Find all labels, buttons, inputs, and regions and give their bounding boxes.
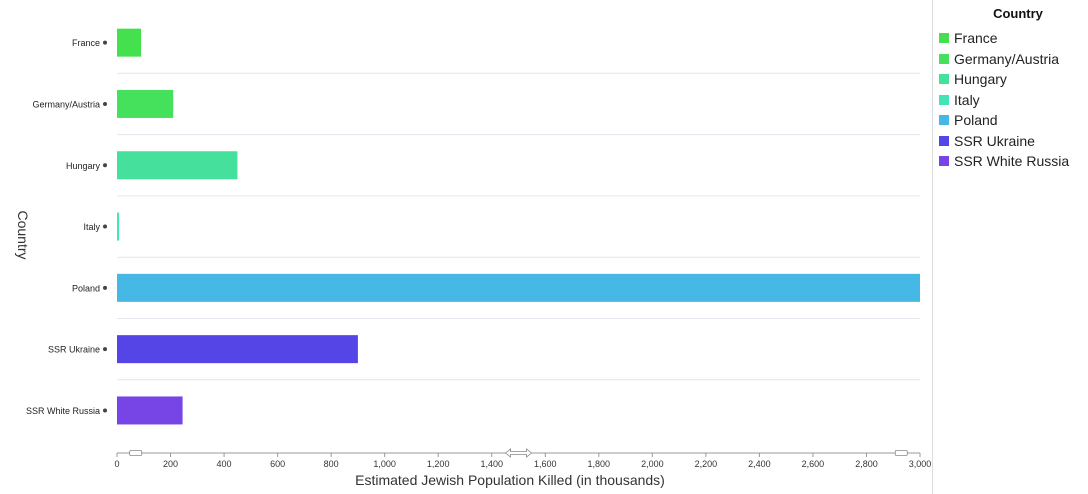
bar-chart: France Germany/Austria Hungary Italy Poland S… <box>15 28 932 488</box>
y-tick-label: Hungary <box>66 161 101 171</box>
range-end-handle[interactable] <box>894 450 908 456</box>
legend-label: France <box>954 30 998 46</box>
legend-item[interactable]: Germany/Austria <box>939 50 1059 68</box>
legend-swatch <box>939 53 949 64</box>
y-tick-dot <box>103 408 107 413</box>
y-tick-labels: France Germany/Austria Hungary Italy Poland S… <box>26 38 107 416</box>
legend-item[interactable]: Italy <box>939 91 980 109</box>
x-tick-label: 2,800 <box>855 459 878 469</box>
legend-swatch <box>939 33 949 43</box>
x-tick-label: 800 <box>324 459 339 469</box>
y-tick-label: France <box>72 38 100 48</box>
y-tick-dot <box>103 347 107 352</box>
x-tick-label: 200 <box>163 459 178 469</box>
bar-poland[interactable] <box>117 273 920 302</box>
x-tick-label: 1,600 <box>534 459 557 469</box>
legend-swatch <box>939 135 949 146</box>
x-tick-label: 2,400 <box>748 459 771 469</box>
legend: Country France Germany/Austria Hungary Ital… <box>932 0 1088 494</box>
y-axis-title: Country <box>15 210 31 259</box>
x-axis: 0 200 400 600 800 1,000 1,200 1,400 1,600 1,800 2,… <box>114 452 932 469</box>
y-tick-label: SSR White Russia <box>26 406 100 416</box>
legend-label: Poland <box>954 112 998 128</box>
legend-swatch <box>939 156 949 166</box>
y-tick-label: Poland <box>72 283 100 293</box>
legend-label: SSR Ukraine <box>954 132 1035 149</box>
x-tick-label: 400 <box>217 459 232 469</box>
y-tick-dot <box>103 101 107 106</box>
legend-swatch <box>939 74 949 84</box>
legend-swatch <box>939 115 949 125</box>
y-tick-dot <box>103 285 107 290</box>
legend-item[interactable]: SSR Ukraine <box>939 132 1035 150</box>
x-axis-title: Estimated Jewish Population Killed (in t… <box>355 472 665 488</box>
x-tick-label: 2,200 <box>695 459 718 469</box>
bars <box>117 28 920 425</box>
legend-label: Italy <box>954 91 980 108</box>
y-tick-dot <box>103 40 107 45</box>
y-tick-dot <box>103 163 107 168</box>
x-tick-label: 600 <box>270 459 285 469</box>
legend-swatch <box>939 94 949 105</box>
bar-france[interactable] <box>117 28 142 57</box>
x-tick-label: 2,600 <box>802 459 825 469</box>
y-tick-label: Italy <box>83 222 100 232</box>
x-tick-label: 1,800 <box>588 459 611 469</box>
x-tick-label: 0 <box>114 459 119 469</box>
legend-item[interactable]: Poland <box>939 111 998 129</box>
bar-italy[interactable] <box>117 212 120 241</box>
legend-label: Germany/Austria <box>954 50 1060 67</box>
y-tick-label: Germany/Austria <box>32 99 100 109</box>
x-tick-label: 1,200 <box>427 459 450 469</box>
row-separators <box>117 72 920 381</box>
range-pan-handle[interactable] <box>504 448 533 458</box>
bar-hungary[interactable] <box>117 151 238 180</box>
legend-label: SSR White Russia <box>954 153 1070 169</box>
y-tick-label: SSR Ukraine <box>48 345 100 355</box>
legend-item[interactable]: France <box>939 29 998 47</box>
y-tick-dot <box>103 224 107 229</box>
legend-item[interactable]: SSR White Russia <box>939 152 1069 170</box>
x-tick-label: 1,000 <box>373 459 396 469</box>
axis-range-slider[interactable] <box>129 448 908 458</box>
legend-item[interactable]: Hungary <box>939 70 1007 88</box>
bar-ssr-ukraine[interactable] <box>117 335 358 364</box>
bar-germany-austria[interactable] <box>117 89 174 118</box>
legend-label: Hungary <box>954 71 1007 87</box>
x-tick-label: 1,400 <box>480 459 503 469</box>
legend-title: Country <box>993 6 1043 21</box>
bar-ssr-white-russia[interactable] <box>117 396 183 425</box>
x-tick-label: 3,000 <box>909 459 932 469</box>
x-tick-label: 2,000 <box>641 459 664 469</box>
range-start-handle[interactable] <box>129 450 143 456</box>
